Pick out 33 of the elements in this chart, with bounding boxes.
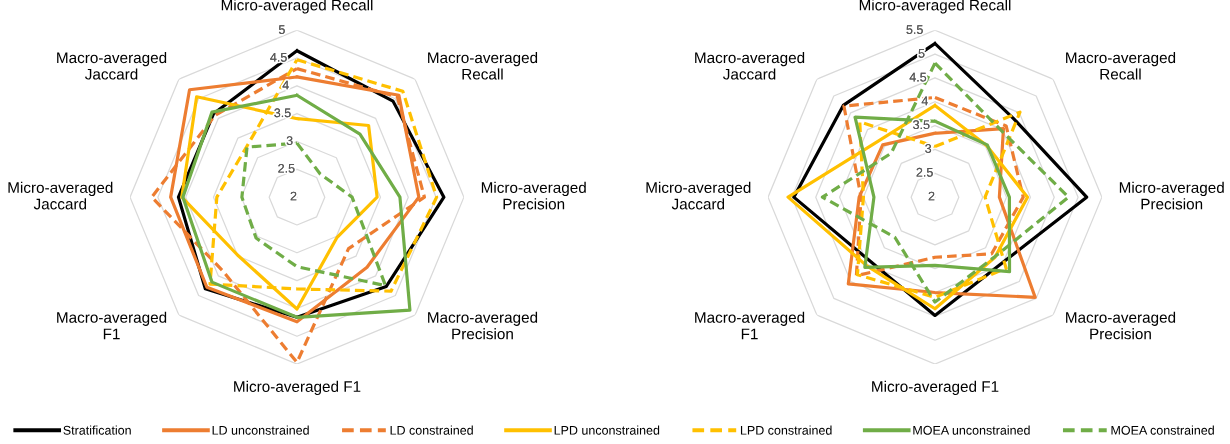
spoke-label: Macro-averaged Jaccard <box>57 51 167 80</box>
spoke-label: Micro-averaged Jaccard <box>646 181 751 210</box>
y-tick-label: 5.5 <box>906 25 923 34</box>
y-tick-label: 3.5 <box>913 120 930 130</box>
spoke-label: Micro-averaged Recall <box>859 0 1011 14</box>
spoke-label: Micro-averaged Jaccard <box>8 181 113 210</box>
legend-label: LD unconstrained <box>212 425 309 435</box>
y-tick-label: 2.5 <box>278 163 295 173</box>
legend-label: MOEA unconstrained <box>913 425 1030 435</box>
spoke-label: Micro-averaged Precision <box>1119 181 1224 210</box>
spoke-label: Macro-averaged F1 <box>57 311 167 340</box>
spoke-label: Macro-averaged Recall <box>1066 51 1176 80</box>
y-tick-label: 2 <box>290 191 297 201</box>
spoke-label: Macro-averaged Recall <box>428 51 538 80</box>
spoke-label: Micro-averaged Precision <box>481 181 586 210</box>
y-tick-label: 5 <box>278 25 285 34</box>
spoke-label: Macro-averaged Jaccard <box>695 51 805 80</box>
spoke-label: Macro-averaged F1 <box>695 311 805 340</box>
spoke-label: Micro-averaged F1 <box>872 380 999 396</box>
y-tick-label: 4.5 <box>270 52 287 62</box>
y-tick-label: 3 <box>925 144 932 153</box>
legend-label: LD constrained <box>390 425 473 435</box>
legend-label: LPD constrained <box>740 425 832 435</box>
spoke-label: Micro-averaged F1 <box>234 380 361 396</box>
spoke-label: Macro-averaged Precision <box>1066 311 1176 340</box>
y-tick-label: 4.5 <box>909 72 927 82</box>
spoke-label: Macro-averaged Precision <box>428 311 538 340</box>
spoke-label: Micro-averaged Recall <box>221 0 373 14</box>
y-tick-label: 2.5 <box>916 167 933 177</box>
legend-label: Stratification <box>63 425 131 435</box>
y-tick-label: 2 <box>928 191 935 201</box>
legend-label: LPD unconstrained <box>554 425 660 435</box>
legend-label: MOEA constrained <box>1111 425 1214 435</box>
